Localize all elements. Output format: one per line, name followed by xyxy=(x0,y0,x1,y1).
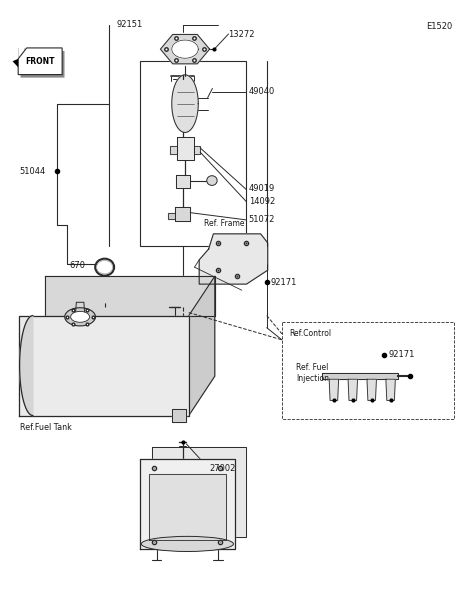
Polygon shape xyxy=(189,276,215,416)
Text: 51072: 51072 xyxy=(249,215,275,225)
Text: E1520: E1520 xyxy=(426,22,452,31)
Polygon shape xyxy=(175,175,190,188)
Polygon shape xyxy=(176,137,193,160)
Polygon shape xyxy=(160,35,210,64)
Polygon shape xyxy=(45,276,215,316)
Polygon shape xyxy=(348,379,357,401)
Polygon shape xyxy=(149,474,226,540)
Ellipse shape xyxy=(95,259,114,276)
Polygon shape xyxy=(367,379,376,401)
Text: Ref. Frame: Ref. Frame xyxy=(164,534,204,543)
Text: 92151: 92151 xyxy=(117,21,143,29)
Polygon shape xyxy=(18,48,62,75)
Text: Ref. Fuel: Ref. Fuel xyxy=(296,363,328,372)
Text: 13272: 13272 xyxy=(228,30,255,38)
Polygon shape xyxy=(75,302,85,316)
Text: 670: 670 xyxy=(69,261,85,270)
Polygon shape xyxy=(152,447,246,537)
Polygon shape xyxy=(18,316,189,416)
Polygon shape xyxy=(172,410,186,422)
Polygon shape xyxy=(386,379,395,401)
Text: 14092: 14092 xyxy=(249,197,275,206)
Polygon shape xyxy=(199,234,268,284)
Polygon shape xyxy=(175,206,190,220)
Polygon shape xyxy=(20,51,64,78)
Ellipse shape xyxy=(97,260,113,274)
Polygon shape xyxy=(19,316,33,416)
Polygon shape xyxy=(322,373,398,379)
Ellipse shape xyxy=(207,175,217,185)
Text: 49040: 49040 xyxy=(249,87,275,96)
Text: Ref. Frame: Ref. Frame xyxy=(204,219,245,228)
Text: 51044: 51044 xyxy=(19,167,46,176)
Text: Injection: Injection xyxy=(296,374,329,383)
Text: FRONT: FRONT xyxy=(25,57,55,66)
Text: 92171: 92171 xyxy=(270,278,296,287)
Text: 49019: 49019 xyxy=(249,184,275,193)
Ellipse shape xyxy=(141,537,234,552)
Bar xyxy=(140,61,246,246)
Polygon shape xyxy=(329,379,338,401)
Text: 92171: 92171 xyxy=(388,350,415,359)
Polygon shape xyxy=(170,146,176,154)
Text: Ref.Fuel Tank: Ref.Fuel Tank xyxy=(19,422,72,432)
Polygon shape xyxy=(193,146,200,154)
Polygon shape xyxy=(140,459,235,549)
Text: Ref.Control: Ref.Control xyxy=(289,329,331,338)
Polygon shape xyxy=(12,59,18,67)
Polygon shape xyxy=(168,212,175,219)
Text: 27002: 27002 xyxy=(210,464,236,473)
Polygon shape xyxy=(172,40,198,58)
Ellipse shape xyxy=(71,311,90,322)
Ellipse shape xyxy=(65,308,95,326)
Polygon shape xyxy=(172,75,198,132)
